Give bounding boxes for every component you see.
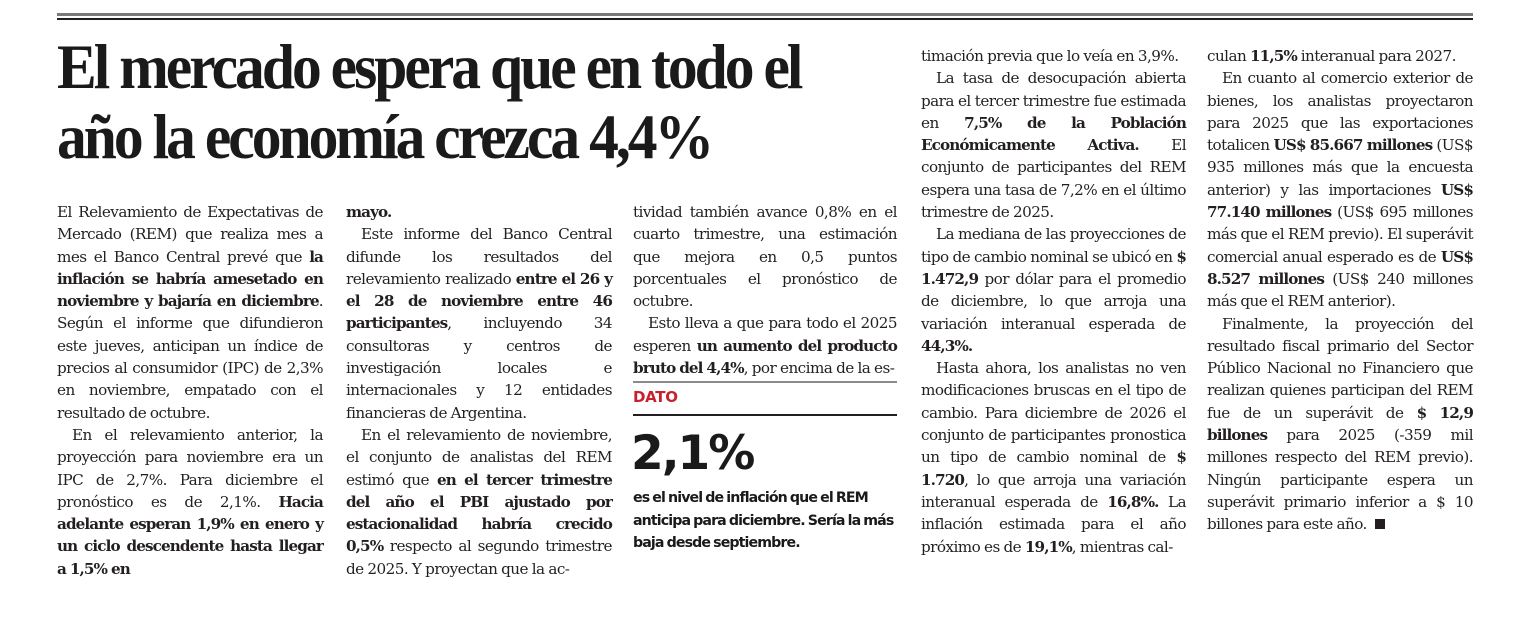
article-column-1: El Relevamiento de Expectativas de Merca… xyxy=(57,201,324,580)
body-text: (US$ 695 millones más que el REM previo)… xyxy=(1207,203,1474,266)
body-text: respecto al segundo trimestre de 2025. Y… xyxy=(346,537,613,578)
body-text: interanual para 2027. xyxy=(1296,47,1457,65)
bold-text: 7,5% de la Población Económicamente Acti… xyxy=(921,113,1187,155)
article-paragraph: La tasa de desocupación abierta para el … xyxy=(921,67,1187,223)
article-paragraph: tividad también avance 0,8% en el cuarto… xyxy=(633,201,898,312)
bold-text: entre el 26 y el 28 de noviembre entre 4… xyxy=(346,269,613,333)
body-text: En el relevamiento de noviembre, el conj… xyxy=(346,425,613,489)
bold-text: mayo. xyxy=(346,203,392,221)
body-text: timación previa que lo veía en 3,9%. xyxy=(921,47,1179,65)
body-text: por dólar para el promedio de diciembre,… xyxy=(921,269,1187,333)
body-text: En el relevamiento anterior, la proyecci… xyxy=(57,425,324,511)
bold-text: un aumento del producto bruto del 4,4% xyxy=(633,336,898,378)
article-paragraph: En el relevamiento de noviembre, el conj… xyxy=(346,424,613,580)
body-text: . Según el informe que difundieron este … xyxy=(57,292,324,422)
bold-text: $ 1.472,9 xyxy=(921,247,1187,288)
article-paragraph: Hasta ahora, los analistas no ven modifi… xyxy=(921,357,1187,558)
bold-text: US$ 85.667 millones xyxy=(1273,136,1434,155)
article-column-3: tividad también avance 0,8% en el cuarto… xyxy=(633,201,898,379)
body-text: La tasa de desocupación abierta para el … xyxy=(921,69,1187,132)
article-column-4: timación previa que lo veía en 3,9%. La t… xyxy=(921,45,1187,558)
body-text: Finalmente, la proyección del resultado … xyxy=(1207,314,1474,422)
dato-box-number: 2,1% xyxy=(631,426,755,481)
body-text: , incluyendo 34 consultoras y centros de… xyxy=(346,314,613,422)
bold-text: $ 1.720 xyxy=(921,448,1187,489)
bold-text: 16,8%. xyxy=(1107,492,1159,511)
body-text: culan xyxy=(1207,47,1251,65)
dato-box-divider xyxy=(633,414,897,416)
bold-text: Hacia adelante esperan 1,9% en enero y u… xyxy=(57,492,324,578)
body-text: Hasta ahora, los analistas no ven modifi… xyxy=(921,359,1187,467)
bold-text: en el tercer trimestre del año el PBI aj… xyxy=(346,470,613,556)
body-text: En cuanto al comercio exterior de bienes… xyxy=(1207,69,1474,155)
body-text: Esto lleva a que para todo el 2025 esper… xyxy=(633,314,898,355)
article-paragraph: culan 11,5% interanual para 2027. xyxy=(1207,45,1473,67)
body-text: La mediana de las proyecciones de tipo d… xyxy=(921,225,1187,266)
bold-text: 19,1% xyxy=(1024,537,1073,556)
article-paragraph: En el relevamiento anterior, la proyecci… xyxy=(57,424,324,580)
article-paragraph: En cuanto al comercio exterior de bienes… xyxy=(1207,67,1474,312)
body-text: (US$ 935 millones más que la encuesta an… xyxy=(1207,136,1474,199)
bold-text: $ 12,9 billones xyxy=(1207,403,1474,445)
bold-text: la inflación se habría amesetado en novi… xyxy=(57,247,324,311)
article-column-5: culan 11,5% interanual para 2027. En cuan… xyxy=(1207,45,1474,536)
top-rule-gray xyxy=(57,13,1473,16)
dato-box-top-rule xyxy=(633,381,897,383)
headline: El mercado espera que en todo el año la … xyxy=(57,31,803,172)
body-text: tividad también avance 0,8% en el cuarto… xyxy=(633,203,898,311)
top-rule-dark xyxy=(57,18,1473,20)
body-text: (US$ 240 millones más que el REM anterio… xyxy=(1207,269,1474,311)
article-paragraph: El Relevamiento de Expectativas de Merca… xyxy=(57,201,324,424)
bold-text: 11,5% xyxy=(1250,47,1298,65)
dato-box-label: DATO xyxy=(633,388,678,406)
body-text: El conjunto de participantes del REM esp… xyxy=(921,136,1187,222)
body-text: , por encima de la es- xyxy=(743,359,895,378)
bold-text: US$ 77.140 millones xyxy=(1207,180,1474,222)
end-square-icon xyxy=(1374,519,1385,530)
body-text: , lo que arroja una variación interanual… xyxy=(921,470,1187,511)
article-paragraph: Esto lleva a que para todo el 2025 esper… xyxy=(633,312,898,379)
article-paragraph: timación previa que lo veía en 3,9%. xyxy=(921,45,1186,67)
dato-box-text: es el nivel de inflación que el REM anti… xyxy=(633,490,894,551)
article-paragraph: Este informe del Banco Central difunde l… xyxy=(346,223,613,424)
body-text: para 2025 (-359 mil millones respecto de… xyxy=(1207,426,1474,534)
body-text: La inflación estimada para el año próxim… xyxy=(921,492,1187,556)
article-paragraph: mayo. xyxy=(346,201,612,223)
bold-text: US$ 8.527 millones xyxy=(1207,247,1474,288)
bold-text: 44,3%. xyxy=(921,336,973,355)
body-text: El Relevamiento de Expectativas de Merca… xyxy=(57,203,324,266)
body-text: Este informe del Banco Central difunde l… xyxy=(346,225,613,288)
article-paragraph: La mediana de las proyecciones de tipo d… xyxy=(921,223,1187,357)
article-column-2: mayo. Este informe del Banco Central difu… xyxy=(346,201,613,580)
body-text: , mientras cal- xyxy=(1071,537,1174,556)
article-paragraph: Finalmente, la proyección del resultado … xyxy=(1207,313,1474,536)
